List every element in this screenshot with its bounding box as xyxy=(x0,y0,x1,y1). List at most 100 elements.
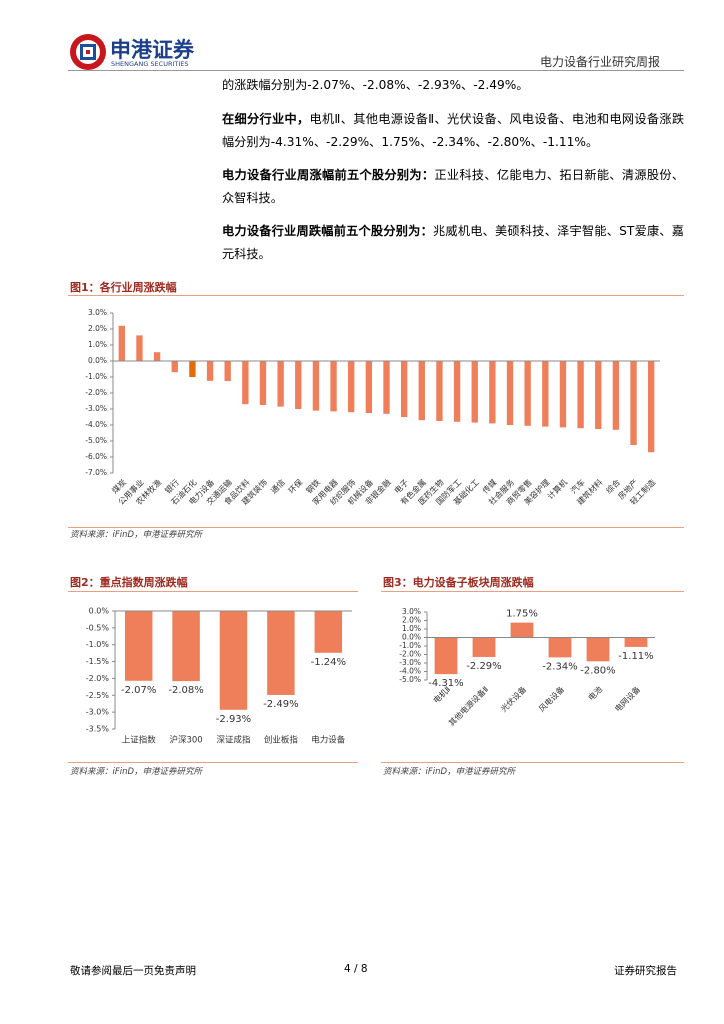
bar xyxy=(472,637,496,657)
y-tick-label: 1.0% xyxy=(402,624,421,633)
paragraph: 电力设备行业周涨幅前五个股分别为：正业科技、亿能电力、拓日新能、清源股份、众智科… xyxy=(222,164,684,210)
brand-en: SHENGANG SECURITIES xyxy=(111,60,189,68)
y-tick-label: 0.0% xyxy=(88,356,107,365)
x-tick-label: 通信 xyxy=(268,477,286,495)
bar xyxy=(510,622,534,638)
bar xyxy=(330,361,337,412)
y-tick-label: -1.5% xyxy=(86,657,110,666)
y-tick-label: -2.0% xyxy=(86,674,110,683)
bar xyxy=(314,611,343,653)
y-tick-label: -5.0% xyxy=(85,436,107,445)
bar xyxy=(648,361,655,453)
x-tick-label: 光伏设备 xyxy=(498,684,528,714)
bar xyxy=(312,361,320,411)
bar xyxy=(206,361,214,381)
x-tick-label: 电网设备 xyxy=(612,684,642,714)
bar xyxy=(612,361,620,430)
bar xyxy=(259,361,267,405)
y-tick-label: 2.0% xyxy=(402,616,421,625)
x-tick-label: 其他电源设备Ⅱ xyxy=(446,684,490,728)
bar xyxy=(171,361,178,373)
bar xyxy=(365,361,373,413)
lead: 电力设备行业周跌幅前五个股分别为： xyxy=(222,224,433,238)
bar xyxy=(242,361,249,405)
bar xyxy=(586,637,610,662)
bar xyxy=(506,361,514,425)
x-tick-label: 沪深300 xyxy=(169,735,202,746)
header-rule xyxy=(68,70,684,71)
caption-rule xyxy=(68,295,684,296)
bar xyxy=(559,361,567,428)
y-tick-label: 3.0% xyxy=(402,607,421,616)
text: 的涨跌幅分别为-2.07%、-2.08%、-2.93%、-2.49%。 xyxy=(222,78,529,92)
x-tick-label: 深证成指 xyxy=(216,735,251,746)
bar xyxy=(577,361,584,429)
bar xyxy=(595,361,602,429)
figure-title: 图1：各行业周涨跌幅 xyxy=(70,281,177,294)
x-tick-label: 创业板指 xyxy=(264,735,299,746)
bar xyxy=(224,361,231,381)
bar xyxy=(624,637,648,647)
caption-rule xyxy=(68,591,358,592)
bar xyxy=(295,361,302,409)
y-tick-label: -2.5% xyxy=(86,691,110,700)
caption-rule xyxy=(381,591,684,592)
doc-type: 证券研究报告 xyxy=(614,965,677,977)
bar xyxy=(434,637,458,675)
y-tick-label: -0.5% xyxy=(86,623,110,632)
bar xyxy=(630,361,637,445)
bar xyxy=(453,361,461,422)
y-tick-label: -3.0% xyxy=(86,708,110,717)
text: 电机Ⅱ、其他电源设备Ⅱ、光伏设备、风电设备、电池和电网设备涨跌幅分别为-4.31… xyxy=(222,112,685,149)
caption-rule xyxy=(381,762,684,763)
text: 兆威机电、美硕科技、泽宇智能、ST爱康、嘉元科技。 xyxy=(222,224,684,261)
bar xyxy=(118,325,125,361)
data-label: -2.29% xyxy=(466,661,501,672)
y-tick-label: 1.0% xyxy=(88,340,107,349)
caption-rule xyxy=(68,762,358,763)
figure-title: 图2：重点指数周涨跌幅 xyxy=(70,576,188,589)
lead: 电力设备行业周涨幅前五个股分别为： xyxy=(222,168,435,182)
bar xyxy=(277,361,284,407)
y-tick-label: -7.0% xyxy=(85,468,107,477)
y-tick-label: -2.0% xyxy=(399,650,421,659)
bar xyxy=(542,361,549,427)
bar xyxy=(524,361,531,426)
bar xyxy=(136,335,143,361)
x-tick-label: 电池 xyxy=(586,684,604,702)
bar xyxy=(489,361,496,424)
data-label: -2.07% xyxy=(121,685,156,696)
report-type: 电力设备行业研究周报 xyxy=(540,55,661,69)
y-tick-label: -3.5% xyxy=(86,725,110,734)
y-tick-label: -4.0% xyxy=(399,667,421,676)
data-label: -1.11% xyxy=(618,651,653,662)
brand: 申港证券 xyxy=(110,38,194,62)
bar xyxy=(400,361,408,417)
data-label: -2.34% xyxy=(542,661,577,672)
bar xyxy=(124,611,153,681)
y-tick-label: -2.0% xyxy=(85,388,107,397)
bar xyxy=(189,361,196,377)
y-tick-label: -3.0% xyxy=(399,658,421,667)
caption-rule xyxy=(68,527,684,528)
x-tick-label: 计算机 xyxy=(545,477,569,501)
disclaimer: 敬请参阅最后一页免责声明 xyxy=(70,965,196,977)
y-tick-label: 3.0% xyxy=(88,308,107,317)
bar xyxy=(267,611,295,695)
figure-title: 图3：电力设备子板块周涨跌幅 xyxy=(383,576,534,589)
bar xyxy=(153,352,161,361)
bar xyxy=(348,361,355,413)
paragraph: 的涨跌幅分别为-2.07%、-2.08%、-2.93%、-2.49%。 xyxy=(222,74,684,97)
chart: 3.0%2.0%1.0%0.0%-1.0%-2.0%-3.0%-4.0%-5.0… xyxy=(399,607,655,728)
bar xyxy=(471,361,478,423)
y-tick-label: 0.0% xyxy=(402,633,421,642)
y-tick-label: -6.0% xyxy=(85,452,107,461)
paragraph: 在细分行业中，电机Ⅱ、其他电源设备Ⅱ、光伏设备、风电设备、电池和电网设备涨跌幅分… xyxy=(222,108,684,154)
bar xyxy=(383,361,390,414)
lead: 在细分行业中， xyxy=(222,112,310,126)
page-number: 4 / 8 xyxy=(344,963,368,975)
x-tick-label: 电力设备 xyxy=(311,735,346,746)
y-tick-label: 2.0% xyxy=(88,324,107,333)
x-tick-label: 风电设备 xyxy=(536,684,566,714)
